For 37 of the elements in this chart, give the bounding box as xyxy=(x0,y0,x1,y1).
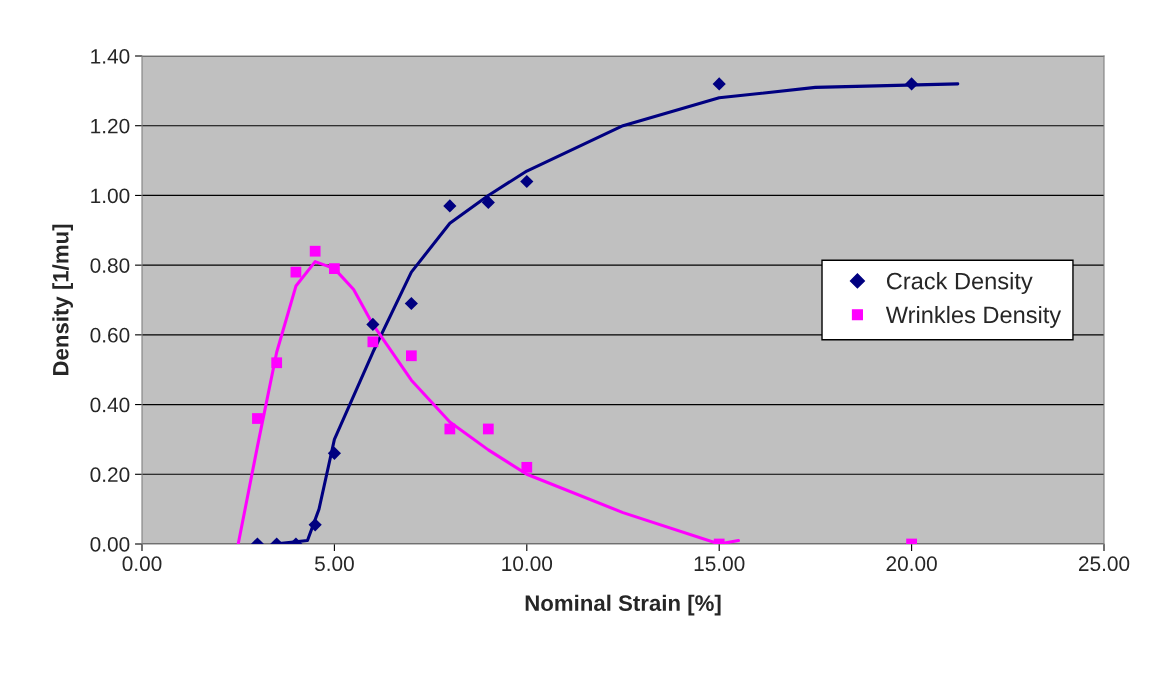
point xyxy=(520,174,534,189)
y-tick-label: 1.00 xyxy=(91,188,130,204)
y-tick-label: 1.20 xyxy=(91,118,130,134)
point xyxy=(481,195,495,209)
point xyxy=(905,77,919,91)
point xyxy=(405,350,417,362)
y-axis-title: Density [1/mu] xyxy=(52,224,73,376)
x-tick-label: 25.00 xyxy=(1078,556,1130,572)
point xyxy=(404,296,418,311)
legend-label: Crack Density xyxy=(886,272,1033,295)
point xyxy=(329,263,340,275)
x-tick-label: 10.00 xyxy=(502,556,553,572)
y-tick-label: 0.60 xyxy=(90,327,130,343)
point xyxy=(367,336,379,348)
y-tick-label: 0.40 xyxy=(90,397,130,413)
point xyxy=(252,413,263,424)
point xyxy=(308,518,322,532)
x-tick-label: 0.00 xyxy=(122,556,162,572)
point xyxy=(521,461,533,473)
x-tick-label: 5.00 xyxy=(314,556,354,572)
line-series xyxy=(236,260,740,544)
y-tick-label: 0.80 xyxy=(90,258,130,273)
point xyxy=(443,199,457,213)
x-tick-label: 15.00 xyxy=(694,556,745,572)
point xyxy=(482,423,494,435)
point xyxy=(366,317,380,331)
point xyxy=(444,423,456,435)
y-tick-label: 0.20 xyxy=(90,467,130,483)
point xyxy=(712,77,726,91)
x-tick-label: 20.00 xyxy=(886,556,937,572)
legend-label: Wrinkles Density xyxy=(885,305,1062,328)
y-tick-label: 0.00 xyxy=(90,537,130,552)
x-axis-title: Nominal Strain [%] xyxy=(525,594,721,616)
point xyxy=(327,446,341,460)
point xyxy=(309,245,321,257)
point xyxy=(271,357,283,369)
y-tick-label: 1.40 xyxy=(91,49,130,64)
